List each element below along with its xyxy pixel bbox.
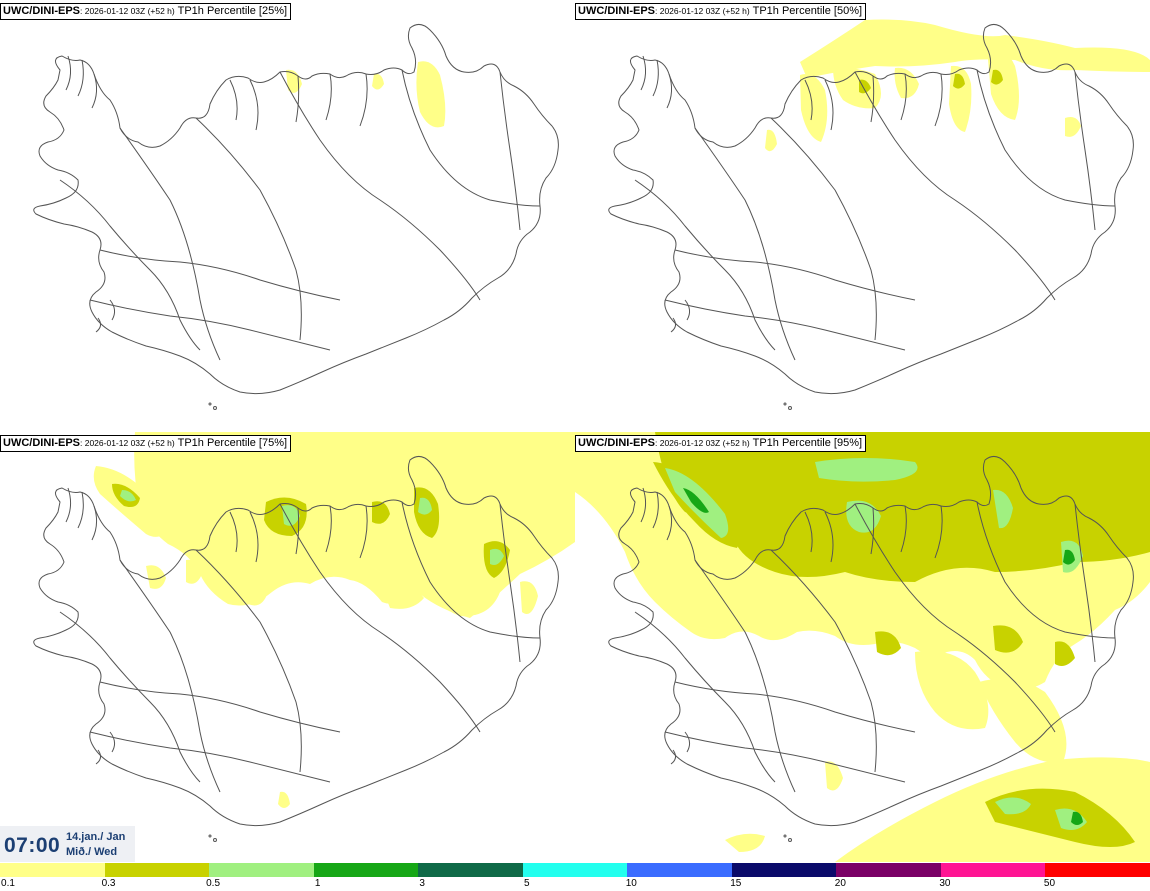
valid-date: 14.jan./ Jan (66, 831, 126, 843)
precip-overlay (765, 19, 1150, 152)
model-name: UWC/DINI-EPS (3, 5, 80, 17)
field-name: TP1h Percentile [95%] (752, 437, 863, 449)
field-name: TP1h Percentile [50%] (752, 5, 863, 17)
colorbar-swatch (418, 863, 523, 877)
colorbar-label: 1 (314, 878, 321, 889)
colorbar-swatch (1045, 863, 1150, 877)
panel-title: UWC/DINI-EPS: 2026-01-12 03Z (+52 h) TP1… (0, 435, 292, 452)
colorbar-label: 0.3 (101, 878, 116, 889)
colorbar-swatch (731, 863, 837, 877)
valid-weekday: Mið./ Wed (66, 846, 118, 858)
colorbar-label: 0.5 (206, 878, 221, 889)
colorbar-swatch (313, 863, 419, 877)
map-panel-p25: UWC/DINI-EPS: 2026-01-12 03Z (+52 h) TP1… (0, 0, 575, 432)
colorbar-label: 5 (523, 878, 530, 889)
colorbar-swatch (940, 863, 1046, 877)
valid-time-box: 07:00 14.jan./ Jan Mið./ Wed (0, 826, 135, 862)
colorbar-swatch (522, 863, 628, 877)
colorbar-swatch (0, 863, 105, 877)
precip-colorbar: 0.1 0.3 0.5 1 3 5 10 15 20 30 50 (0, 862, 1150, 891)
field-name: TP1h Percentile [75%] (177, 437, 288, 449)
colorbar-label: 50 (1043, 878, 1056, 889)
precip-overlay (286, 61, 446, 128)
iceland-coastline (33, 23, 575, 410)
run-time: : 2026-01-12 03Z (+52 h) (80, 6, 175, 16)
colorbar-label: 20 (834, 878, 846, 889)
panel-title: UWC/DINI-EPS: 2026-01-12 03Z (+52 h) TP1… (575, 435, 867, 452)
model-name: UWC/DINI-EPS (3, 437, 80, 449)
model-name: UWC/DINI-EPS (578, 5, 655, 17)
field-name: TP1h Percentile [25%] (177, 5, 288, 17)
map-panel-p95: UWC/DINI-EPS: 2026-01-12 03Z (+52 h) TP1… (575, 432, 1150, 862)
colorbar-label: 30 (939, 878, 951, 889)
model-name: UWC/DINI-EPS (578, 437, 655, 449)
iceland-coastline (608, 23, 1150, 410)
colorbar-swatches (0, 863, 1150, 877)
colorbar-label: 0.1 (1, 878, 15, 889)
precip-overlay (93, 432, 575, 808)
colorbar-label: 10 (625, 878, 637, 889)
run-time: : 2026-01-12 03Z (+52 h) (80, 438, 175, 448)
colorbar-label: 15 (730, 878, 742, 889)
valid-clock: 07:00 (4, 834, 61, 857)
panel-title: UWC/DINI-EPS: 2026-01-12 03Z (+52 h) TP1… (575, 3, 867, 20)
panel-title: UWC/DINI-EPS: 2026-01-12 03Z (+52 h) TP1… (0, 3, 292, 20)
colorbar-swatch (627, 863, 732, 877)
map-panel-p50: UWC/DINI-EPS: 2026-01-12 03Z (+52 h) TP1… (575, 0, 1150, 432)
precip-overlay (575, 432, 1150, 862)
colorbar-label: 3 (419, 878, 425, 889)
colorbar-swatch (104, 863, 210, 877)
colorbar-swatch (209, 863, 314, 877)
run-time: : 2026-01-12 03Z (+52 h) (655, 6, 750, 16)
colorbar-swatch (836, 863, 941, 877)
run-time: : 2026-01-12 03Z (+52 h) (655, 438, 750, 448)
map-panel-p75: UWC/DINI-EPS: 2026-01-12 03Z (+52 h) TP1… (0, 432, 575, 864)
